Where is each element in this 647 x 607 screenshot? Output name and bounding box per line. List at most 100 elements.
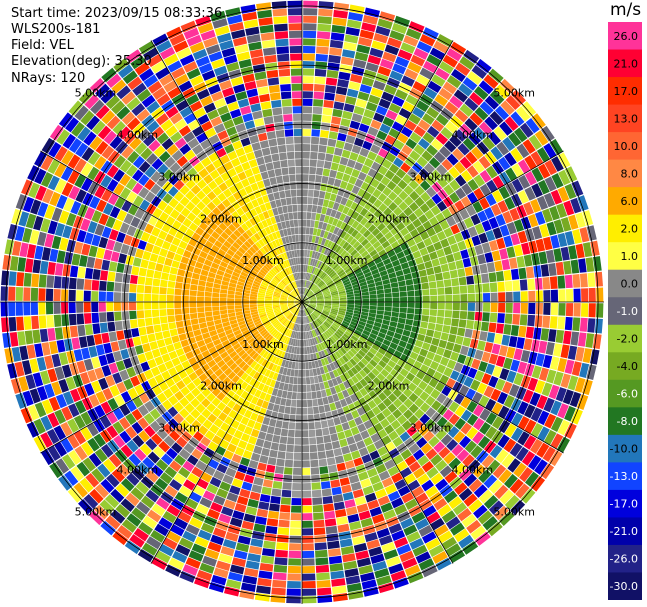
radar-gate xyxy=(185,228,195,238)
radar-gate xyxy=(300,302,302,309)
radar-gate xyxy=(408,21,425,34)
radar-gate xyxy=(217,130,229,141)
radar-gate xyxy=(472,201,484,213)
radar-gate xyxy=(294,437,302,445)
radar-gate xyxy=(204,296,212,302)
radar-gate xyxy=(138,186,150,199)
radar-gate xyxy=(308,295,316,299)
radar-gate xyxy=(216,359,226,368)
radar-gate xyxy=(272,278,279,285)
radar-gate xyxy=(336,315,344,321)
radar-gate xyxy=(190,74,204,87)
radar-gate xyxy=(166,144,179,156)
radar-gate xyxy=(83,302,91,313)
radar-gate xyxy=(175,246,185,256)
radar-gate xyxy=(322,396,329,405)
radar-gate xyxy=(396,359,406,368)
radar-gate xyxy=(189,307,197,314)
radar-gate xyxy=(434,94,449,107)
radar-gate xyxy=(327,62,340,71)
radar-gate xyxy=(362,298,370,302)
azimuth-spoke xyxy=(40,150,303,303)
colorbar-tick-label: -26.0 xyxy=(610,553,638,566)
radar-gate xyxy=(498,345,509,357)
radar-gate xyxy=(354,302,362,306)
radar-gate xyxy=(277,358,284,366)
radar-gate xyxy=(185,179,196,190)
radar-gate xyxy=(112,530,128,546)
radar-gate xyxy=(235,238,244,247)
radar-gate xyxy=(360,478,372,489)
radar-gate xyxy=(291,346,295,354)
radar-gate xyxy=(471,329,481,340)
radar-gate xyxy=(351,211,360,220)
radar-gate xyxy=(263,540,276,550)
radar-gate xyxy=(302,475,311,483)
radar-gate xyxy=(202,378,212,388)
radar-gate xyxy=(312,197,319,206)
radar-gate xyxy=(306,323,310,331)
radar-gate xyxy=(110,251,120,262)
radar-gate xyxy=(517,190,530,204)
radar-gate xyxy=(325,330,332,337)
radar-gate xyxy=(190,408,201,419)
radar-gate xyxy=(323,247,330,255)
radar-gate xyxy=(481,454,495,469)
radar-gate xyxy=(370,119,382,130)
radar-gate xyxy=(387,346,396,355)
radar-gate xyxy=(315,307,323,311)
radar-gate xyxy=(171,442,183,454)
radar-gate xyxy=(467,178,479,191)
radar-gate xyxy=(434,323,443,332)
radar-gate xyxy=(302,490,312,498)
radar-gate xyxy=(71,337,81,350)
radar-gate xyxy=(426,54,442,67)
radar-gate xyxy=(448,496,463,510)
radar-gate xyxy=(509,478,524,494)
radar-gate xyxy=(167,406,179,418)
radar-gate xyxy=(446,439,459,452)
radar-gate xyxy=(34,168,47,185)
radar-gate xyxy=(540,328,550,341)
radar-gate xyxy=(572,229,583,244)
colorbar-tick-label: -1.0 xyxy=(617,305,638,318)
radar-gate xyxy=(294,369,299,377)
radar-gate xyxy=(290,306,297,312)
radar-gate xyxy=(320,284,327,290)
ring-label: 5.00km xyxy=(493,87,535,100)
radar-gate xyxy=(308,174,316,182)
radar-gate xyxy=(364,211,373,220)
radar-gate xyxy=(283,352,289,360)
radar-gate xyxy=(349,393,358,403)
radar-gate xyxy=(172,220,182,230)
radar-gate xyxy=(17,257,27,272)
radar-gate xyxy=(346,467,358,477)
radar-gate xyxy=(258,288,267,293)
radar-gate xyxy=(275,247,281,255)
radar-gate xyxy=(395,425,406,436)
radar-gate xyxy=(232,271,240,278)
radar-gate xyxy=(280,295,288,299)
radar-gate xyxy=(255,241,263,250)
radar-gate xyxy=(404,564,421,577)
radar-gate xyxy=(308,181,315,190)
radar-gate xyxy=(295,174,302,182)
radar-gate xyxy=(127,76,143,91)
radar-gate xyxy=(226,204,236,214)
radar-gate xyxy=(231,174,241,185)
radar-gate xyxy=(157,363,168,374)
radar-gate xyxy=(396,251,405,260)
radar-gate xyxy=(504,152,517,167)
radar-gate xyxy=(357,323,365,330)
radar-gate xyxy=(56,129,70,145)
radar-gate xyxy=(496,271,505,282)
radar-gate xyxy=(54,263,64,276)
radar-gate xyxy=(363,419,373,430)
radar-gate xyxy=(509,207,520,221)
radar-gate xyxy=(296,196,302,204)
radar-gate xyxy=(272,295,280,299)
radar-gate xyxy=(163,204,174,216)
radar-gate xyxy=(290,274,294,282)
radar-gate xyxy=(174,295,182,302)
radar-gate xyxy=(247,259,256,267)
